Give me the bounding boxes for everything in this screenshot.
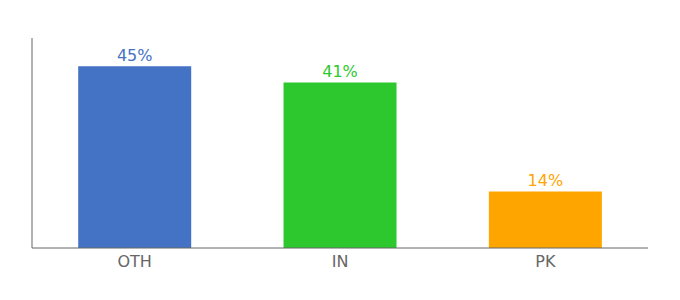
svg-text:45%: 45% <box>117 46 153 65</box>
svg-text:IN: IN <box>332 252 349 271</box>
svg-text:14%: 14% <box>528 171 564 190</box>
svg-text:OTH: OTH <box>117 252 151 271</box>
svg-text:PK: PK <box>535 252 556 271</box>
svg-text:41%: 41% <box>322 62 358 81</box>
